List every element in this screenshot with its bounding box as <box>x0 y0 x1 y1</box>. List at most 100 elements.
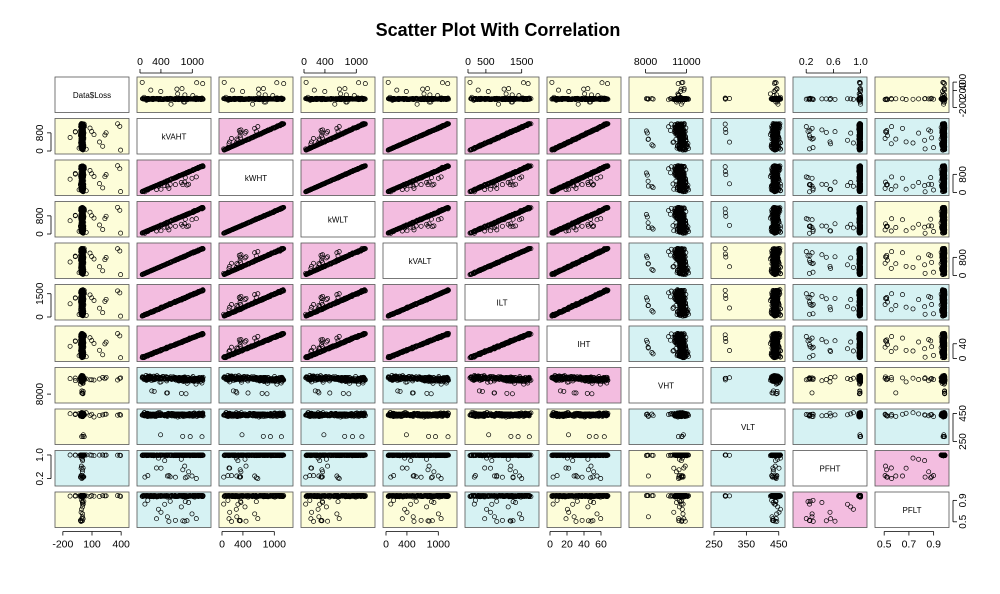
data-point <box>476 96 481 102</box>
data-point <box>272 95 278 101</box>
data-point <box>856 124 862 130</box>
data-point <box>516 96 521 102</box>
data-point <box>102 174 108 180</box>
data-point <box>148 87 154 93</box>
data-point <box>506 130 512 136</box>
data-point <box>805 128 811 134</box>
data-point <box>679 80 685 86</box>
data-point <box>803 96 809 102</box>
data-point <box>596 95 602 101</box>
data-point <box>942 124 948 130</box>
data-point <box>579 97 585 102</box>
data-point <box>303 79 309 85</box>
data-point <box>858 101 863 107</box>
data-point <box>900 125 905 131</box>
data-point <box>280 96 285 102</box>
data-point <box>772 87 778 93</box>
data-point <box>516 93 522 99</box>
data-point <box>856 146 862 152</box>
data-point <box>118 189 124 195</box>
data-point <box>118 147 124 153</box>
data-point <box>916 130 922 136</box>
data-point <box>643 128 649 134</box>
data-point <box>680 139 686 145</box>
data-point <box>773 127 779 133</box>
data-point <box>277 96 283 102</box>
data-point <box>481 141 487 147</box>
data-point <box>191 95 197 101</box>
data-point <box>227 145 233 150</box>
data-point <box>856 126 862 132</box>
data-point <box>604 121 610 127</box>
data-point <box>576 96 582 102</box>
data-point <box>518 95 524 101</box>
points-group <box>67 121 124 153</box>
data-point <box>569 137 575 143</box>
data-point <box>509 99 515 105</box>
points-group <box>643 121 691 153</box>
data-point <box>400 96 406 102</box>
points-group <box>221 121 287 153</box>
data-point <box>247 96 253 102</box>
data-point <box>582 96 588 102</box>
data-point <box>823 129 829 135</box>
data-point <box>893 136 899 142</box>
data-point <box>678 141 684 147</box>
data-point <box>403 89 409 94</box>
data-point <box>100 185 106 191</box>
data-point <box>239 96 245 101</box>
data-point <box>413 96 419 102</box>
data-point <box>469 146 474 152</box>
data-point <box>803 124 809 130</box>
data-point <box>469 96 474 102</box>
data-point <box>91 174 97 179</box>
data-point <box>857 96 863 102</box>
data-point <box>249 96 255 102</box>
data-point <box>857 86 863 92</box>
data-point <box>271 96 277 102</box>
data-point <box>922 146 928 152</box>
data-point <box>666 124 672 130</box>
data-point <box>776 122 782 128</box>
data-point <box>582 95 588 101</box>
scatter-panel <box>54 118 130 155</box>
data-point <box>941 96 947 102</box>
data-point <box>387 146 392 152</box>
data-point <box>670 139 676 145</box>
data-point <box>146 96 151 101</box>
data-point <box>436 125 441 131</box>
data-point <box>678 86 684 92</box>
data-point <box>650 96 656 102</box>
data-point <box>418 133 424 139</box>
data-point <box>256 86 261 92</box>
data-point <box>272 124 278 130</box>
data-point <box>304 96 310 102</box>
data-point <box>315 96 321 102</box>
data-point <box>256 95 262 101</box>
data-point <box>883 96 888 102</box>
data-point <box>777 124 783 130</box>
data-point <box>566 96 571 101</box>
data-point <box>311 87 317 93</box>
data-point <box>940 89 945 94</box>
points-group <box>67 163 124 195</box>
data-point <box>572 136 578 142</box>
data-point <box>334 133 340 139</box>
data-point <box>78 133 84 139</box>
data-point <box>493 136 499 142</box>
data-point <box>433 96 439 102</box>
data-point <box>668 121 674 127</box>
data-point <box>250 101 256 107</box>
data-point <box>158 89 164 94</box>
data-point <box>773 133 778 139</box>
data-point <box>221 79 227 85</box>
data-point <box>681 122 687 128</box>
data-point <box>349 96 355 102</box>
data-point <box>311 143 317 149</box>
data-point <box>668 128 673 133</box>
data-point <box>677 134 683 140</box>
data-point <box>857 128 863 134</box>
scatter-panel <box>546 76 622 113</box>
data-point <box>223 146 228 152</box>
